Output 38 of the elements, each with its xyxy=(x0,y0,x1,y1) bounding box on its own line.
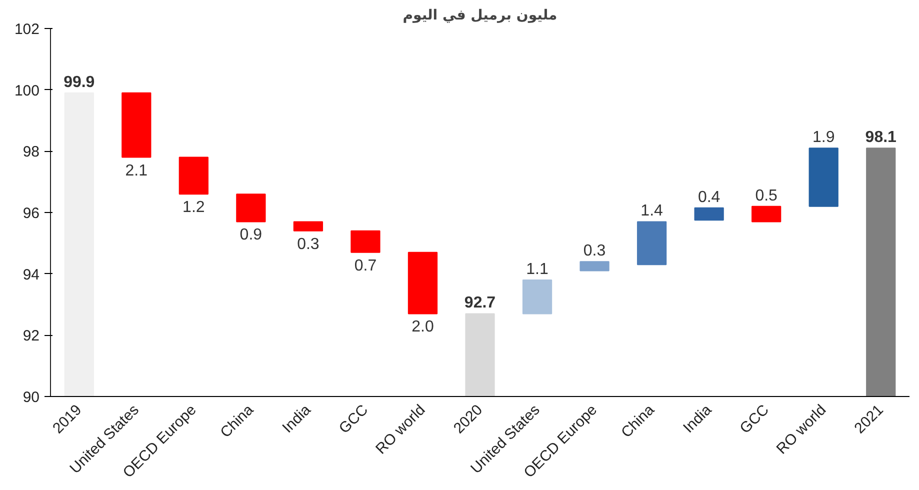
data-label: 0.3 xyxy=(583,242,606,260)
data-label: 0.9 xyxy=(240,226,262,244)
bar xyxy=(866,148,896,396)
y-tick-label: 92 xyxy=(22,328,40,345)
data-label: 99.9 xyxy=(64,74,95,91)
bar xyxy=(522,279,552,314)
bar xyxy=(293,221,324,232)
y-tick-label: 94 xyxy=(22,266,40,284)
bar xyxy=(465,313,495,396)
bar xyxy=(350,230,380,253)
bar xyxy=(64,92,94,396)
y-tick-label: 102 xyxy=(14,21,40,38)
bar xyxy=(178,156,208,195)
data-label: 2.1 xyxy=(125,162,148,180)
data-label: 1.1 xyxy=(526,260,548,278)
data-label: 1.4 xyxy=(640,202,664,220)
bar xyxy=(636,221,667,266)
bar xyxy=(580,261,610,272)
data-label: 0.3 xyxy=(297,236,320,253)
y-tick-label: 90 xyxy=(22,389,40,406)
y-tick-label: 98 xyxy=(22,144,40,161)
bar xyxy=(122,92,152,158)
data-label: 1.9 xyxy=(812,129,835,146)
data-label: 2.0 xyxy=(412,318,434,336)
data-label: 92.7 xyxy=(464,294,496,312)
y-tick-label: 100 xyxy=(14,82,40,100)
chart-title: مليون برميل في اليوم xyxy=(402,8,558,24)
data-label: 98.1 xyxy=(865,129,897,146)
bar xyxy=(808,148,838,207)
y-tick-label: 96 xyxy=(22,205,40,222)
data-label: 1.2 xyxy=(182,199,205,216)
data-label: 0.5 xyxy=(755,187,778,204)
data-label: 0.7 xyxy=(354,257,377,274)
data-label: 0.4 xyxy=(698,188,720,206)
bar xyxy=(408,252,438,314)
bar xyxy=(752,206,782,222)
bar xyxy=(236,194,266,222)
bar xyxy=(694,207,724,221)
